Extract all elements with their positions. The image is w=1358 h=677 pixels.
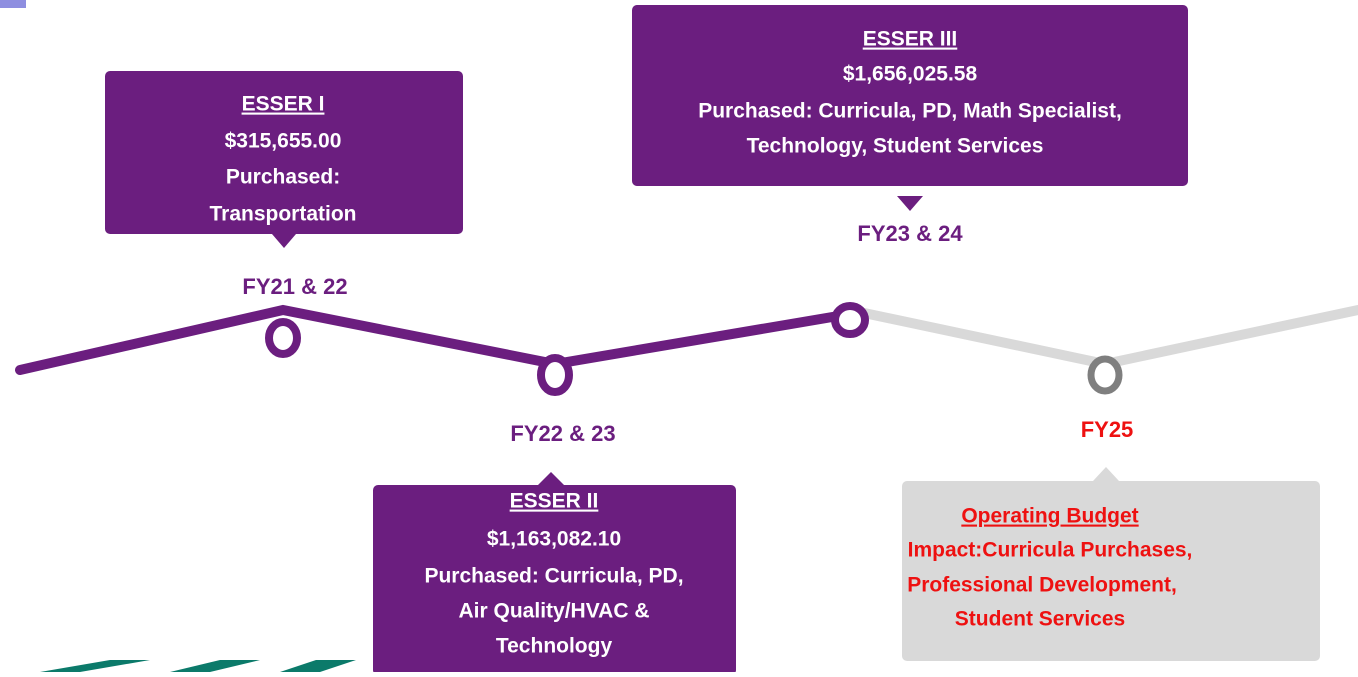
decor-stripe: [170, 660, 260, 672]
box-line: Purchased:: [226, 166, 340, 189]
pointer: [538, 472, 564, 485]
node-marker: [537, 354, 573, 396]
box-line: Technology, Student Services: [747, 135, 1044, 158]
box-line: Student Services: [955, 608, 1125, 631]
box-line: Air Quality/HVAC &: [459, 600, 650, 623]
box-line: Purchased: Curricula, PD,: [424, 565, 683, 588]
box-title: ESSER III: [863, 28, 958, 51]
box-amount: $315,655.00: [225, 130, 342, 153]
node-label: FY21 & 22: [242, 274, 347, 299]
box: [902, 481, 1320, 661]
node-marker: [831, 302, 869, 338]
node-marker: [1087, 355, 1123, 395]
box-line: Purchased: Curricula, PD, Math Specialis…: [698, 100, 1122, 123]
box-title: ESSER I: [242, 93, 325, 116]
node-label: FY25: [1081, 417, 1134, 442]
node-label: FY23 & 24: [857, 221, 963, 246]
box-line: Impact:Curricula Purchases,: [908, 539, 1193, 562]
corner-mark: [0, 0, 26, 8]
decor-stripe: [40, 660, 150, 672]
pointer: [272, 234, 296, 248]
pointer: [897, 196, 923, 211]
box-line: Technology: [496, 635, 613, 658]
box-line: Transportation: [209, 203, 356, 226]
box-title: ESSER II: [510, 490, 599, 513]
box-line: Professional Development,: [907, 574, 1177, 597]
box: [632, 5, 1188, 186]
past-line: [15, 304, 855, 375]
node-marker: [265, 318, 301, 358]
box-amount: $1,163,082.10: [487, 528, 621, 551]
box-amount: $1,656,025.58: [843, 63, 978, 86]
box-title: Operating Budget: [961, 505, 1138, 528]
box: [373, 485, 736, 675]
pointer: [1093, 467, 1119, 481]
decor-stripe: [280, 660, 356, 672]
node-label: FY22 & 23: [510, 421, 615, 446]
box: [105, 71, 463, 234]
